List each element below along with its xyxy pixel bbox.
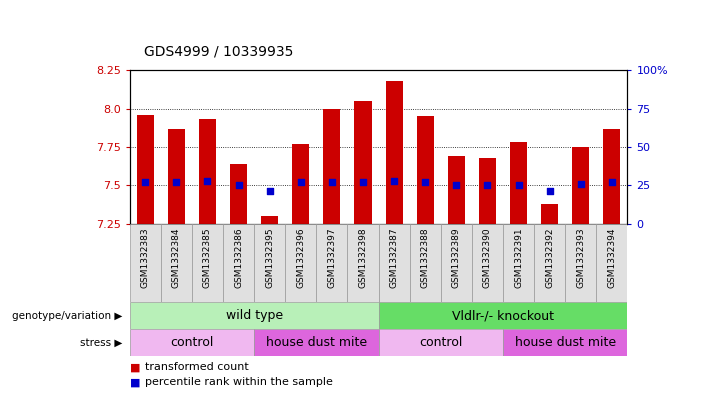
Text: GSM1332388: GSM1332388 — [421, 228, 430, 288]
Bar — [379, 329, 503, 356]
Bar — [161, 224, 192, 302]
Text: control: control — [170, 336, 214, 349]
Text: Vldlr-/- knockout: Vldlr-/- knockout — [452, 309, 554, 322]
Bar — [285, 224, 316, 302]
Text: GSM1332391: GSM1332391 — [514, 228, 523, 288]
Bar — [130, 302, 379, 329]
Text: stress ▶: stress ▶ — [81, 337, 123, 347]
Bar — [441, 224, 472, 302]
Text: GSM1332390: GSM1332390 — [483, 228, 492, 288]
Bar — [597, 224, 627, 302]
Text: GDS4999 / 10339935: GDS4999 / 10339935 — [144, 44, 293, 59]
Bar — [604, 129, 620, 224]
Text: GSM1332385: GSM1332385 — [203, 228, 212, 288]
Text: ■: ■ — [130, 362, 140, 372]
Point — [171, 179, 182, 185]
Point — [451, 182, 462, 188]
Point — [606, 179, 618, 185]
Text: transformed count: transformed count — [145, 362, 249, 372]
Point — [358, 179, 369, 185]
Text: wild type: wild type — [226, 309, 283, 322]
Bar — [386, 81, 402, 224]
Text: genotype/variation ▶: genotype/variation ▶ — [13, 310, 123, 321]
Text: GSM1332393: GSM1332393 — [576, 228, 585, 288]
Point — [388, 178, 400, 184]
Text: GSM1332383: GSM1332383 — [141, 228, 150, 288]
Text: GSM1332389: GSM1332389 — [452, 228, 461, 288]
Bar — [379, 224, 409, 302]
Bar — [472, 224, 503, 302]
Bar — [254, 224, 285, 302]
Point — [295, 179, 306, 185]
Point — [420, 179, 431, 185]
Text: GSM1332392: GSM1332392 — [545, 228, 554, 288]
Bar — [572, 147, 590, 224]
Bar — [254, 329, 379, 356]
Bar — [541, 204, 558, 224]
Bar — [137, 115, 154, 224]
Point — [326, 179, 337, 185]
Text: control: control — [419, 336, 463, 349]
Bar — [510, 142, 527, 224]
Point — [264, 188, 275, 195]
Bar — [503, 224, 534, 302]
Bar — [323, 108, 341, 224]
Text: GSM1332396: GSM1332396 — [297, 228, 305, 288]
Bar — [379, 302, 627, 329]
Point — [202, 178, 213, 184]
Bar — [503, 329, 627, 356]
Text: GSM1332397: GSM1332397 — [327, 228, 336, 288]
Bar — [292, 144, 309, 224]
Bar — [534, 224, 565, 302]
Text: GSM1332387: GSM1332387 — [390, 228, 399, 288]
Point — [575, 181, 586, 187]
Text: house dust mite: house dust mite — [266, 336, 367, 349]
Point — [233, 182, 244, 188]
Point — [544, 188, 555, 195]
Text: ■: ■ — [130, 377, 140, 387]
Text: GSM1332398: GSM1332398 — [358, 228, 367, 288]
Bar — [223, 224, 254, 302]
Bar — [261, 216, 278, 224]
Text: percentile rank within the sample: percentile rank within the sample — [145, 377, 333, 387]
Text: GSM1332394: GSM1332394 — [607, 228, 616, 288]
Bar — [130, 224, 161, 302]
Bar — [130, 329, 254, 356]
Point — [139, 179, 151, 185]
Text: GSM1332384: GSM1332384 — [172, 228, 181, 288]
Point — [513, 182, 524, 188]
Bar — [230, 164, 247, 224]
Text: GSM1332386: GSM1332386 — [234, 228, 243, 288]
Bar — [199, 119, 216, 224]
Bar — [416, 116, 434, 224]
Bar — [448, 156, 465, 224]
Bar — [192, 224, 223, 302]
Bar — [565, 224, 597, 302]
Bar — [348, 224, 379, 302]
Bar — [168, 129, 185, 224]
Point — [482, 182, 493, 188]
Text: GSM1332395: GSM1332395 — [265, 228, 274, 288]
Bar — [409, 224, 441, 302]
Bar — [355, 101, 372, 224]
Text: house dust mite: house dust mite — [515, 336, 615, 349]
Bar — [479, 158, 496, 224]
Bar — [316, 224, 348, 302]
